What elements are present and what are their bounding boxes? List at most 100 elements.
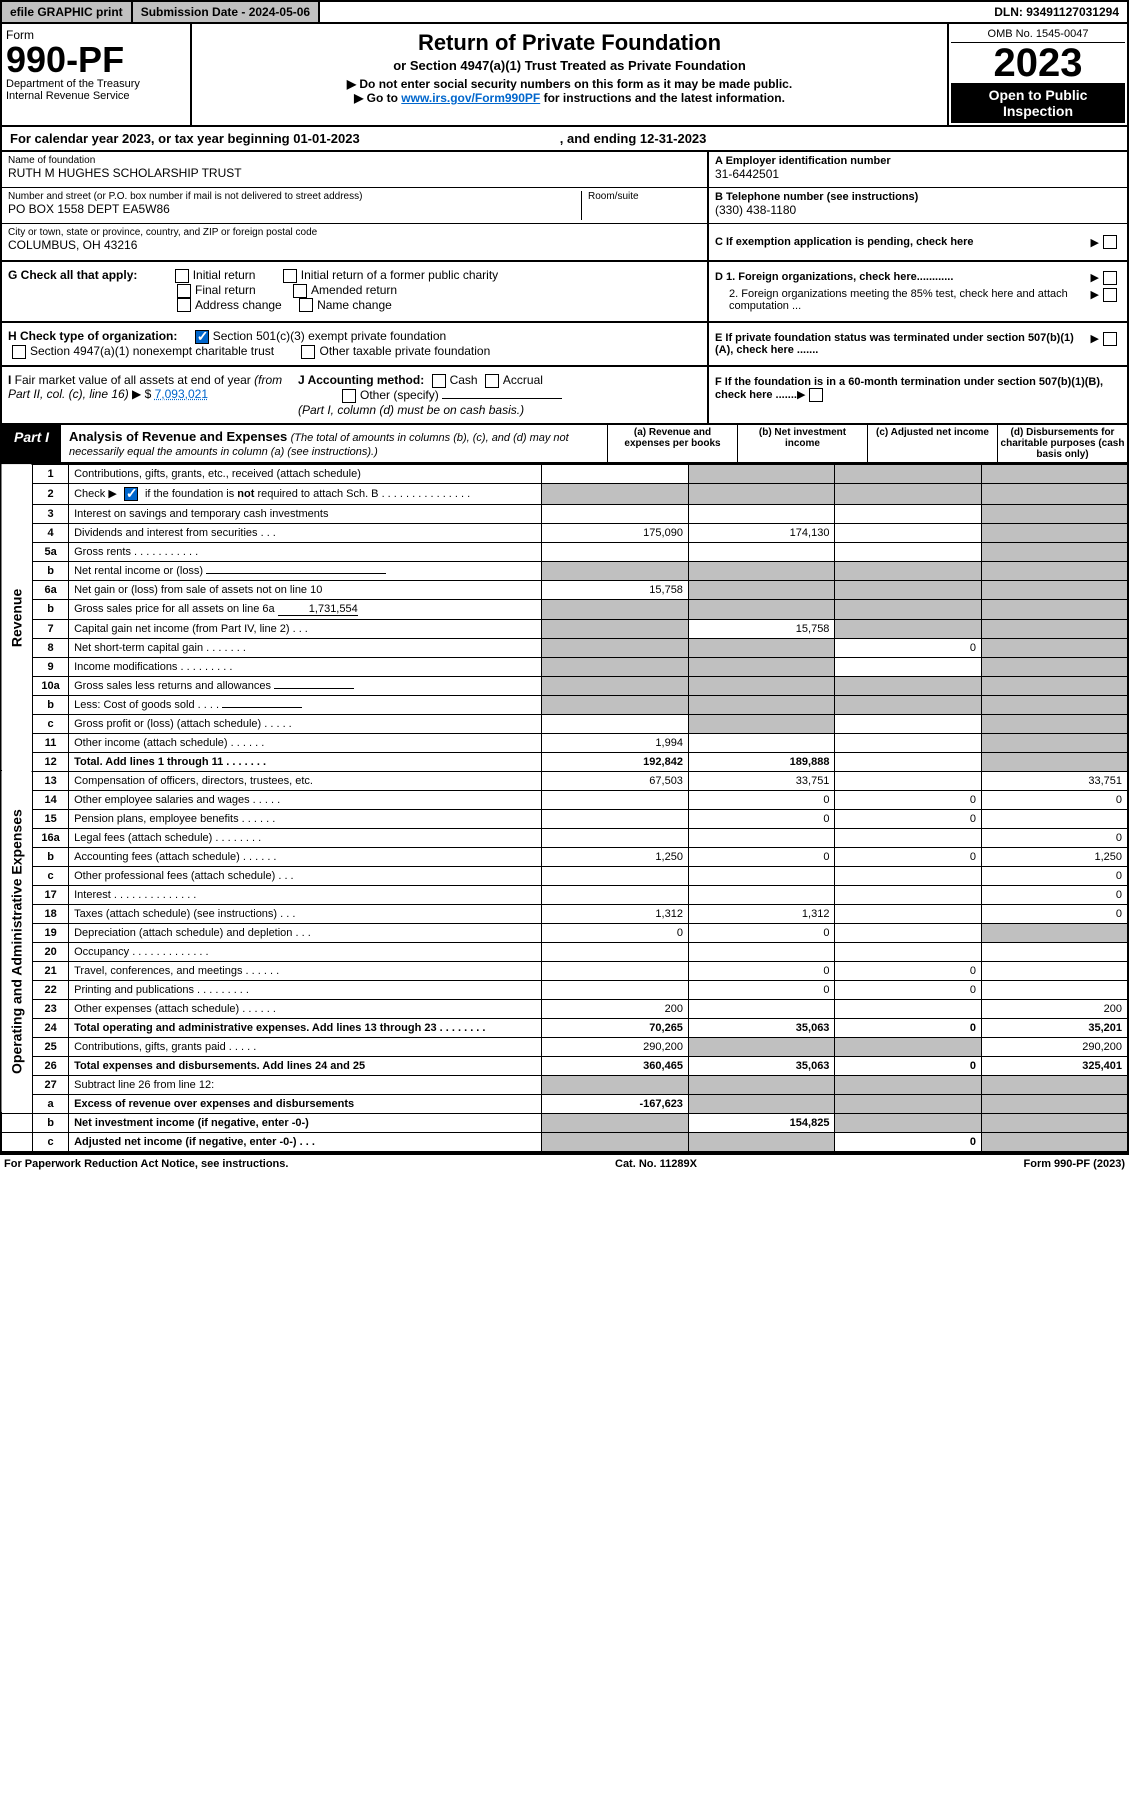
d-section: D 1. Foreign organizations, check here..…: [707, 262, 1127, 321]
row-22: 22Printing and publications . . . . . . …: [1, 980, 1128, 999]
60month-checkbox[interactable]: [809, 388, 823, 402]
501c3-checkbox[interactable]: [195, 330, 209, 344]
tax-year: 2023: [951, 43, 1125, 83]
initial-return-checkbox[interactable]: [175, 269, 189, 283]
status-terminated-checkbox[interactable]: [1103, 332, 1117, 346]
top-bar: efile GRAPHIC print Submission Date - 20…: [0, 0, 1129, 24]
header-center: Return of Private Foundation or Section …: [192, 24, 947, 125]
dln-number: DLN: 93491127031294: [986, 2, 1127, 22]
row-13: Operating and Administrative Expenses 13…: [1, 771, 1128, 790]
row-20: 20Occupancy . . . . . . . . . . . . .: [1, 942, 1128, 961]
row-9: 9Income modifications . . . . . . . . .: [1, 657, 1128, 676]
row-17: 17Interest . . . . . . . . . . . . . .0: [1, 885, 1128, 904]
exemption-pending-cell: C If exemption application is pending, c…: [709, 224, 1127, 260]
efile-print-button[interactable]: efile GRAPHIC print: [2, 2, 133, 22]
part1-header: Part I Analysis of Revenue and Expenses …: [0, 425, 1129, 464]
row-27: 27Subtract line 26 from line 12:: [1, 1075, 1128, 1094]
initial-former-checkbox[interactable]: [283, 269, 297, 283]
f-section: F If the foundation is in a 60-month ter…: [707, 367, 1127, 423]
expenses-side-label: Operating and Administrative Expenses: [1, 771, 33, 1113]
name-change-checkbox[interactable]: [299, 298, 313, 312]
cat-number: Cat. No. 11289X: [615, 1158, 697, 1170]
e-section: E If private foundation status was termi…: [707, 323, 1127, 365]
row-10a: 10aGross sales less returns and allowanc…: [1, 676, 1128, 695]
row-24: 24Total operating and administrative exp…: [1, 1018, 1128, 1037]
goto-note: ▶ Go to www.irs.gov/Form990PF for instru…: [198, 91, 941, 105]
paperwork-notice: For Paperwork Reduction Act Notice, see …: [4, 1158, 288, 1170]
exemption-checkbox[interactable]: [1103, 235, 1117, 249]
col-c-header: (c) Adjusted net income: [876, 427, 989, 438]
j-section: J Accounting method: Cash Accrual Other …: [288, 373, 701, 417]
phone-cell: B Telephone number (see instructions) (3…: [709, 188, 1127, 224]
row-21: 21Travel, conferences, and meetings . . …: [1, 961, 1128, 980]
row-7: 7Capital gain net income (from Part IV, …: [1, 619, 1128, 638]
address-change-checkbox[interactable]: [177, 298, 191, 312]
g-d-section: G Check all that apply: Initial return I…: [0, 262, 1129, 323]
g-section: G Check all that apply: Initial return I…: [2, 262, 707, 321]
form-ref: Form 990-PF (2023): [1024, 1158, 1125, 1170]
final-return-checkbox[interactable]: [177, 284, 191, 298]
row-4: 4Dividends and interest from securities …: [1, 523, 1128, 542]
row-10c: cGross profit or (loss) (attach schedule…: [1, 714, 1128, 733]
street-address: PO BOX 1558 DEPT EA5W86: [8, 202, 581, 216]
row-10b: bLess: Cost of goods sold . . . .: [1, 695, 1128, 714]
revenue-side-label: Revenue: [1, 464, 33, 771]
cal-year-begin: For calendar year 2023, or tax year begi…: [10, 131, 360, 146]
calendar-year-row: For calendar year 2023, or tax year begi…: [0, 127, 1129, 152]
ssn-warning: ▶ Do not enter social security numbers o…: [198, 77, 941, 91]
row-12: 12Total. Add lines 1 through 11 . . . . …: [1, 752, 1128, 771]
analysis-table: Revenue 1 Contributions, gifts, grants, …: [0, 464, 1129, 1153]
accrual-checkbox[interactable]: [485, 374, 499, 388]
amended-return-checkbox[interactable]: [293, 284, 307, 298]
row-3: 3Interest on savings and temporary cash …: [1, 504, 1128, 523]
row-27c: cAdjusted net income (if negative, enter…: [1, 1132, 1128, 1152]
open-public-badge: Open to Public Inspection: [951, 83, 1125, 123]
cash-checkbox[interactable]: [432, 374, 446, 388]
foundation-name: RUTH M HUGHES SCHOLARSHIP TRUST: [8, 166, 701, 180]
row-14: 14Other employee salaries and wages . . …: [1, 790, 1128, 809]
row-11: 11Other income (attach schedule) . . . .…: [1, 733, 1128, 752]
col-a-header: (a) Revenue and expenses per books: [624, 427, 720, 449]
row-26: 26Total expenses and disbursements. Add …: [1, 1056, 1128, 1075]
col-d-header: (d) Disbursements for charitable purpose…: [1001, 427, 1125, 460]
col-b-header: (b) Net investment income: [759, 427, 846, 449]
fmv-value[interactable]: 7,093,021: [155, 387, 208, 401]
row-5a: 5aGross rents . . . . . . . . . . .: [1, 542, 1128, 561]
other-method-checkbox[interactable]: [342, 389, 356, 403]
irs-link[interactable]: www.irs.gov/Form990PF: [401, 91, 540, 105]
ein-value: 31-6442501: [715, 167, 1121, 181]
part1-badge: Part I: [2, 425, 61, 462]
form-subtitle: or Section 4947(a)(1) Trust Treated as P…: [198, 58, 941, 73]
foreign-org-checkbox[interactable]: [1103, 271, 1117, 285]
row-6b: bGross sales price for all assets on lin…: [1, 599, 1128, 619]
foreign-85-checkbox[interactable]: [1103, 288, 1117, 302]
submission-date: Submission Date - 2024-05-06: [133, 2, 320, 22]
cash-basis-note: (Part I, column (d) must be on cash basi…: [298, 403, 524, 417]
row-1: Revenue 1 Contributions, gifts, grants, …: [1, 464, 1128, 483]
row-27a: aExcess of revenue over expenses and dis…: [1, 1094, 1128, 1113]
h-e-section: H Check type of organization: Section 50…: [0, 323, 1129, 367]
header-right: OMB No. 1545-0047 2023 Open to Public In…: [947, 24, 1127, 125]
row-18: 18Taxes (attach schedule) (see instructi…: [1, 904, 1128, 923]
row-19: 19Depreciation (attach schedule) and dep…: [1, 923, 1128, 942]
entity-block: Name of foundation RUTH M HUGHES SCHOLAR…: [0, 152, 1129, 262]
ein-cell: A Employer identification number 31-6442…: [709, 152, 1127, 188]
foundation-name-cell: Name of foundation RUTH M HUGHES SCHOLAR…: [2, 152, 707, 188]
row-27b: bNet investment income (if negative, ent…: [1, 1113, 1128, 1132]
address-cell: Number and street (or P.O. box number if…: [2, 188, 707, 224]
city-state-zip: COLUMBUS, OH 43216: [8, 238, 701, 252]
cal-year-end: , and ending 12-31-2023: [560, 131, 707, 146]
row-23: 23Other expenses (attach schedule) . . .…: [1, 999, 1128, 1018]
irs-label: Internal Revenue Service: [6, 90, 186, 102]
other-taxable-checkbox[interactable]: [301, 345, 315, 359]
header-left: Form 990-PF Department of the Treasury I…: [2, 24, 192, 125]
schb-checkbox[interactable]: [124, 487, 138, 501]
row-5b: bNet rental income or (loss): [1, 561, 1128, 580]
h-section: H Check type of organization: Section 50…: [2, 323, 707, 365]
page-footer: For Paperwork Reduction Act Notice, see …: [0, 1153, 1129, 1173]
dept-label: Department of the Treasury: [6, 78, 186, 90]
row-15: 15Pension plans, employee benefits . . .…: [1, 809, 1128, 828]
part1-title-cell: Analysis of Revenue and Expenses (The to…: [61, 425, 607, 462]
row-25: 25Contributions, gifts, grants paid . . …: [1, 1037, 1128, 1056]
4947a1-checkbox[interactable]: [12, 345, 26, 359]
